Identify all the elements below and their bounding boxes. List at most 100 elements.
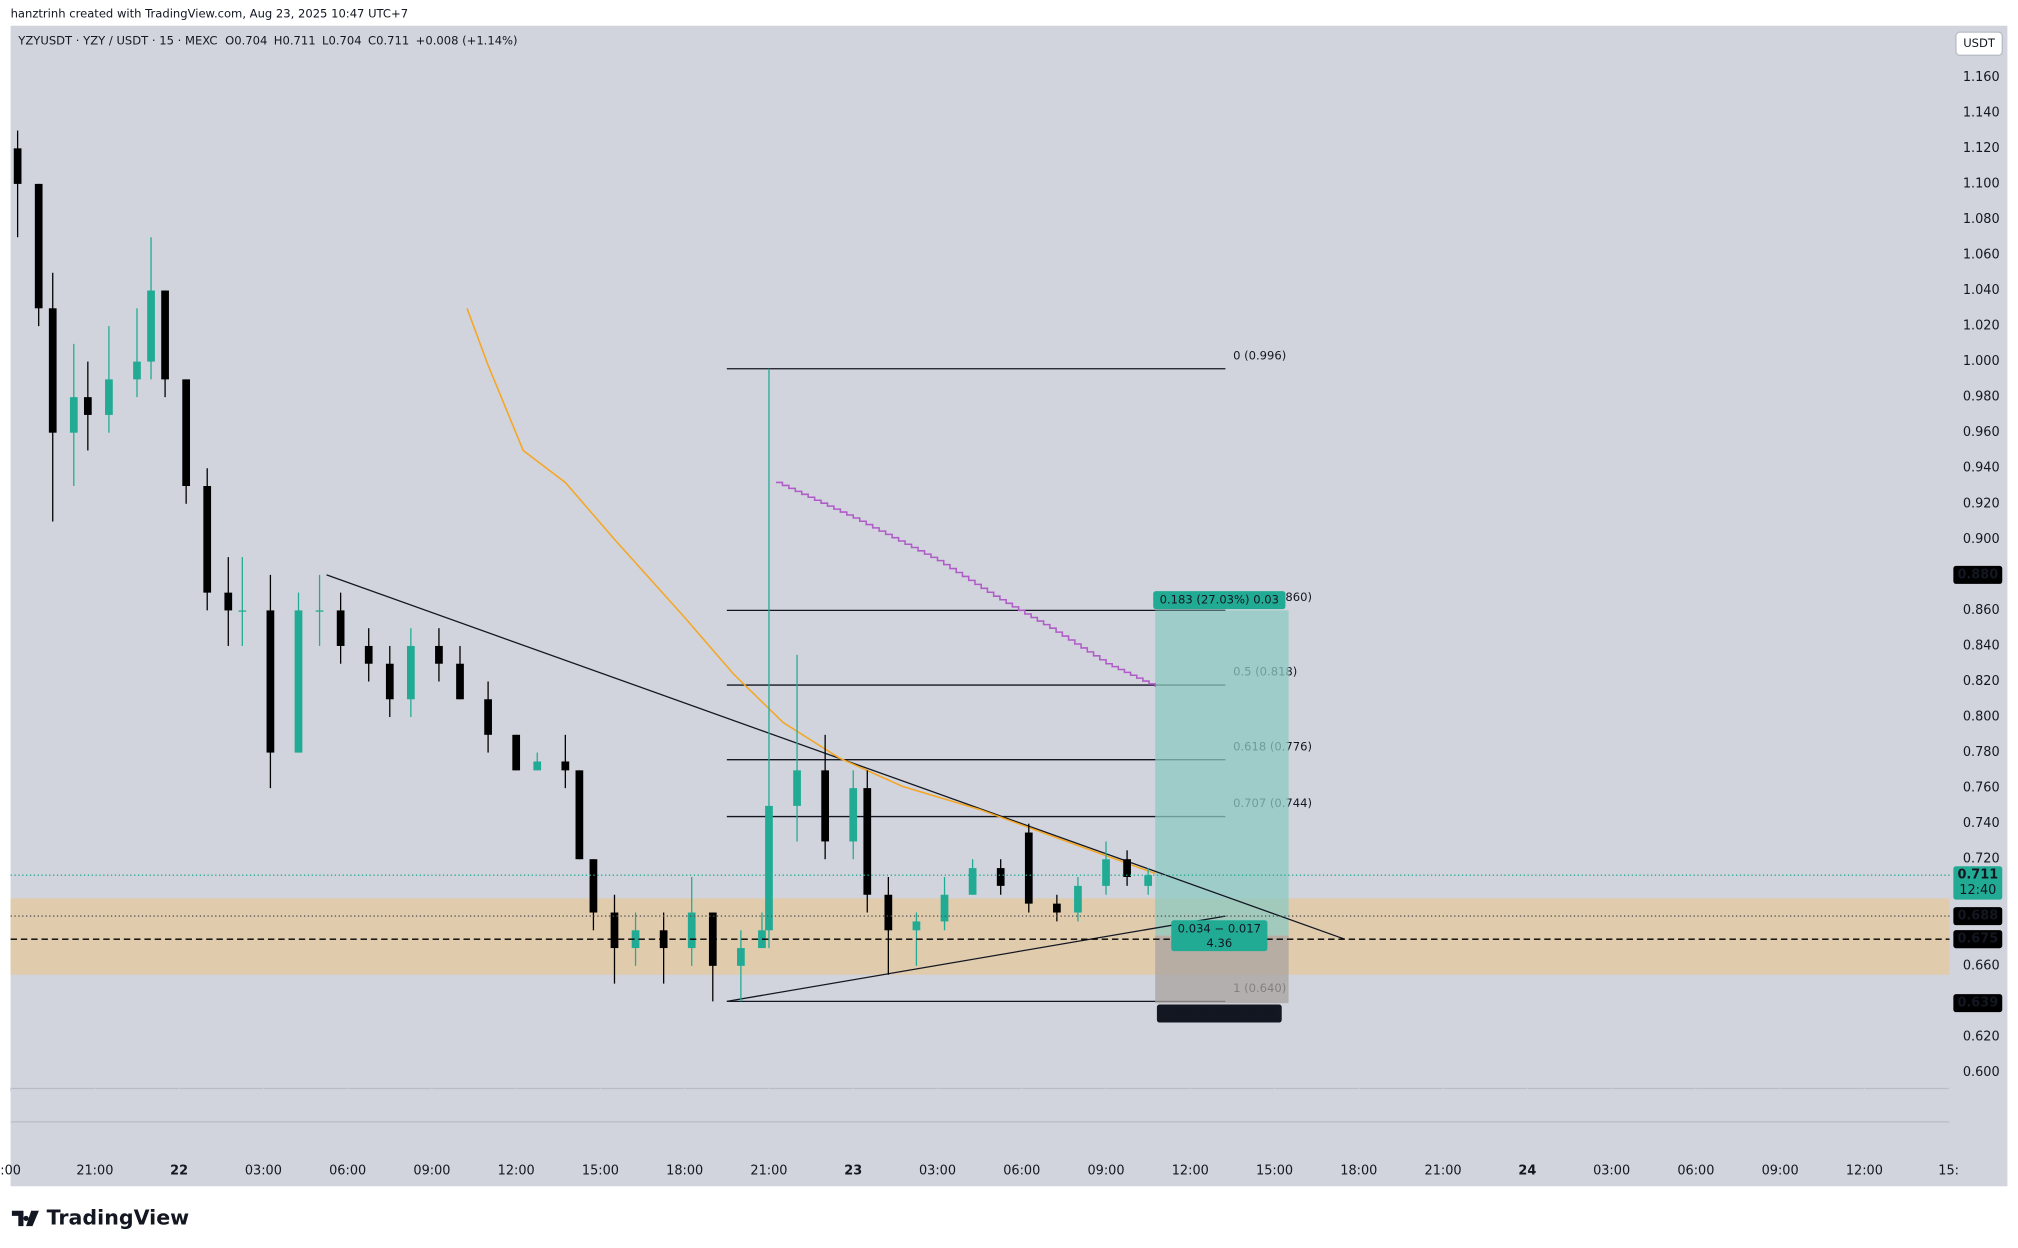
center-label: 0.034 − 0.017 — [1171, 920, 1268, 952]
candle-body — [737, 948, 745, 966]
x-tick-label: 03:00 — [919, 1163, 956, 1178]
price-tag-label: 0.675 — [1957, 932, 1998, 947]
candle-body — [224, 592, 233, 611]
y-tick-label: 0.940 — [1963, 461, 2000, 476]
y-tick-label: 0.660 — [1963, 958, 2000, 973]
candle-body — [940, 894, 949, 922]
y-tick-label: 0.800 — [1963, 710, 2000, 725]
y-tick-label: 1.020 — [1963, 319, 2000, 334]
x-tick-label: 12:00 — [1846, 1163, 1883, 1178]
target-label-bg — [1153, 591, 1286, 610]
chart-bg — [10, 25, 2008, 1187]
y-tick-label: 1.000 — [1963, 354, 2000, 369]
candle-body — [996, 868, 1005, 886]
candle-body — [133, 361, 141, 380]
candle-body — [1024, 832, 1033, 904]
y-tick-label: 0.780 — [1963, 745, 2000, 760]
x-tick-label: 24 — [1518, 1163, 1536, 1178]
y-tick-label: 0.760 — [1963, 781, 2000, 796]
x-tick-label: :00 — [0, 1163, 21, 1178]
candle-body — [1074, 885, 1082, 913]
currency-button[interactable] — [1955, 31, 2003, 56]
candle-body — [83, 397, 92, 415]
brand: TradingView — [47, 1205, 190, 1229]
price-tag-label: 0.639 — [1957, 996, 1998, 1011]
candle-body — [849, 788, 858, 842]
price-tag-label: 0.688 — [1957, 909, 1998, 924]
candle-body — [589, 859, 598, 913]
candle-body — [512, 734, 521, 771]
candle-body — [48, 308, 57, 433]
x-tick-label: 09:00 — [413, 1163, 450, 1178]
x-tick-label: 21:00 — [76, 1163, 113, 1178]
x-tick-label: 18:00 — [1340, 1163, 1377, 1178]
x-tick-label: 09:00 — [1762, 1163, 1799, 1178]
ohlc-value: 0.704 — [328, 34, 361, 48]
candle-body — [1144, 875, 1153, 886]
price-tag-label: 0.711 — [1957, 868, 1998, 883]
price-tag — [1953, 907, 2003, 926]
ohlc-key: O — [225, 34, 234, 48]
x-tick-label: 09:00 — [1087, 1163, 1124, 1178]
target-label-text: 0.183 (27.03%) 0.03 — [1160, 593, 1279, 607]
y-tick-label: 0.820 — [1963, 674, 2000, 689]
price-tag-sub: 12:40 — [1959, 883, 1996, 898]
x-tick-label: 06:00 — [1677, 1163, 1714, 1178]
header: hanztrinh created with TradingView.com, … — [11, 7, 408, 21]
candle-body — [793, 770, 801, 806]
price-tag — [1953, 565, 2003, 584]
y-tick-label: 0.980 — [1963, 390, 2000, 405]
y-tick-label: 0.920 — [1963, 496, 2000, 511]
ohlc-key: L — [322, 34, 329, 48]
ohlc-value: 0.711 — [283, 34, 316, 48]
x-tick-label: 06:00 — [1003, 1163, 1040, 1178]
candle-body — [105, 379, 113, 415]
indicator-line — [466, 308, 1156, 875]
ohlc-key: C — [368, 34, 376, 48]
price-tag-label: 0.880 — [1957, 567, 1998, 582]
y-tick-label: 0.960 — [1963, 425, 2000, 440]
y-tick-label: 0.600 — [1963, 1065, 2000, 1080]
candle-body — [821, 770, 830, 842]
support-zone — [10, 898, 1950, 975]
candle-body — [294, 610, 303, 753]
candle-body — [238, 610, 247, 612]
candle-body — [315, 610, 324, 612]
candle-body — [1053, 903, 1061, 913]
target-area — [1155, 610, 1289, 936]
ohlc-value: 0.711 — [376, 34, 409, 48]
x-tick-label: 15: — [1938, 1163, 1959, 1178]
x-tick-label: 15:00 — [1256, 1163, 1293, 1178]
candle-body — [758, 930, 766, 949]
y-tick-label: 1.080 — [1963, 212, 2000, 227]
target-label: 0.183 (27.03%) 0.03 — [1153, 591, 1286, 610]
y-tick-label: 0.740 — [1963, 816, 2000, 831]
candle-body — [1123, 859, 1131, 877]
trendline — [726, 915, 1226, 1003]
candle-body — [533, 761, 542, 771]
currency[interactable]: USDT — [1963, 36, 1996, 50]
x-tick-label: 15:00 — [582, 1163, 619, 1178]
x-tick-label: 22 — [170, 1163, 188, 1178]
candle-body — [406, 645, 415, 700]
candle-body — [266, 610, 275, 753]
symbol: YZYUSDT · YZY / USDT · 15 · MEXC — [17, 34, 217, 48]
indicator-line — [775, 481, 1156, 687]
y-tick-label: 1.120 — [1963, 141, 2000, 156]
candle-body — [863, 788, 872, 895]
candle-body — [385, 663, 394, 700]
candle-body — [575, 770, 584, 860]
y-tick-label: 0.840 — [1963, 638, 2000, 653]
candle-body — [484, 699, 492, 735]
candle-body — [1102, 859, 1110, 886]
candle-body — [364, 645, 373, 664]
candle-body — [435, 645, 443, 664]
trendline — [326, 574, 1345, 940]
fib-label: 0 (0.996) — [1233, 348, 1286, 362]
candle-body — [456, 663, 464, 700]
x-tick-label: 21:00 — [750, 1163, 787, 1178]
stop-label-text: 0.042 (6.20%) 0.03 — [1163, 1006, 1275, 1020]
candle-body — [631, 930, 640, 949]
